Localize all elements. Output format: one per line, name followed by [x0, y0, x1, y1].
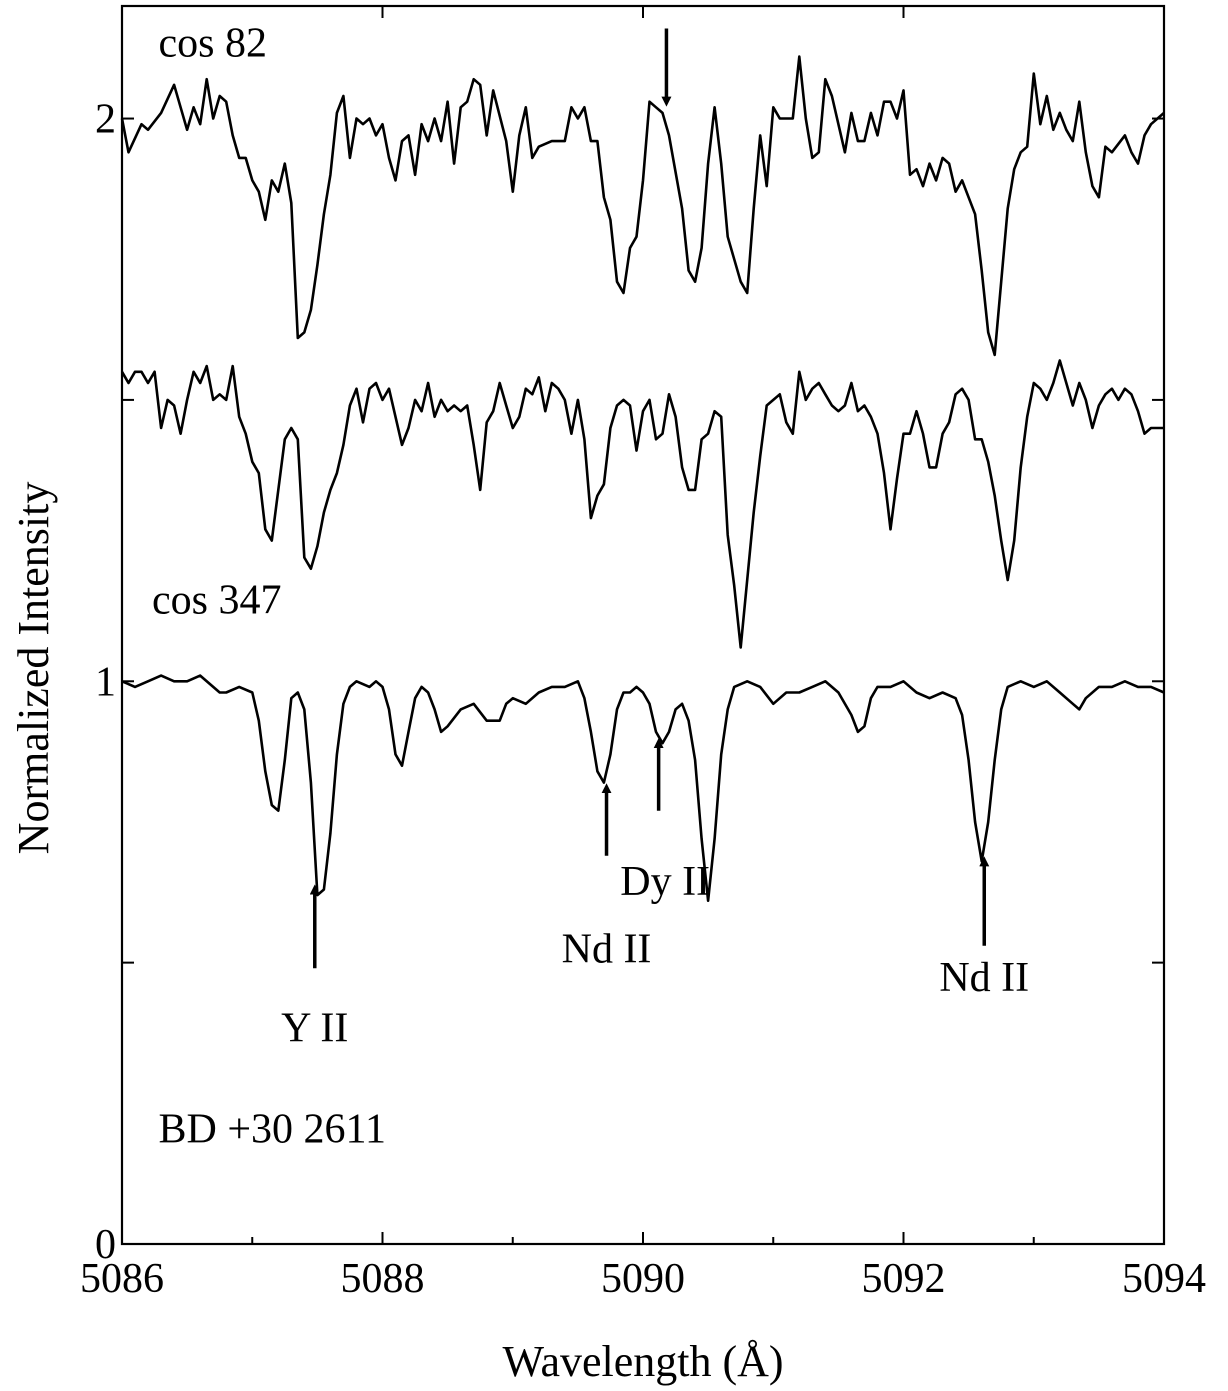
axis-ticks: 5086 5088 5090 5092 5094 0 1 2 — [80, 6, 1206, 1302]
series-label: cos 347 — [152, 578, 282, 624]
series-line-2 — [121, 674, 1165, 902]
y-axis-title: Normalized Intensity — [9, 482, 58, 855]
line-annotations: Y II Nd II Dy II Nd II — [281, 28, 1029, 1051]
series-line-1 — [120, 359, 1164, 649]
line-id-label: Dy II — [620, 859, 710, 905]
y-tick-label: 0 — [95, 1222, 116, 1268]
x-tick-label: 5088 — [341, 1256, 425, 1302]
x-tick-label: 5086 — [80, 1256, 164, 1302]
line-id-label: Nd II — [939, 955, 1029, 1001]
x-tick-label: 5090 — [601, 1256, 685, 1302]
line-id-label: Nd II — [562, 927, 652, 973]
y-tick-label: 2 — [95, 97, 116, 143]
series-line-0 — [120, 55, 1165, 357]
line-id-label: Y II — [281, 1005, 348, 1051]
y-tick-label: 1 — [95, 659, 116, 705]
series-group — [120, 55, 1165, 902]
x-tick-label: 5092 — [862, 1256, 946, 1302]
x-axis-title: Wavelength (Å) — [502, 1337, 783, 1386]
series-label: BD +30 2611 — [158, 1107, 385, 1153]
series-labels: cos 82 cos 347 BD +30 2611 — [152, 21, 386, 1153]
x-tick-label: 5094 — [1122, 1256, 1206, 1302]
series-label: cos 82 — [158, 21, 267, 67]
